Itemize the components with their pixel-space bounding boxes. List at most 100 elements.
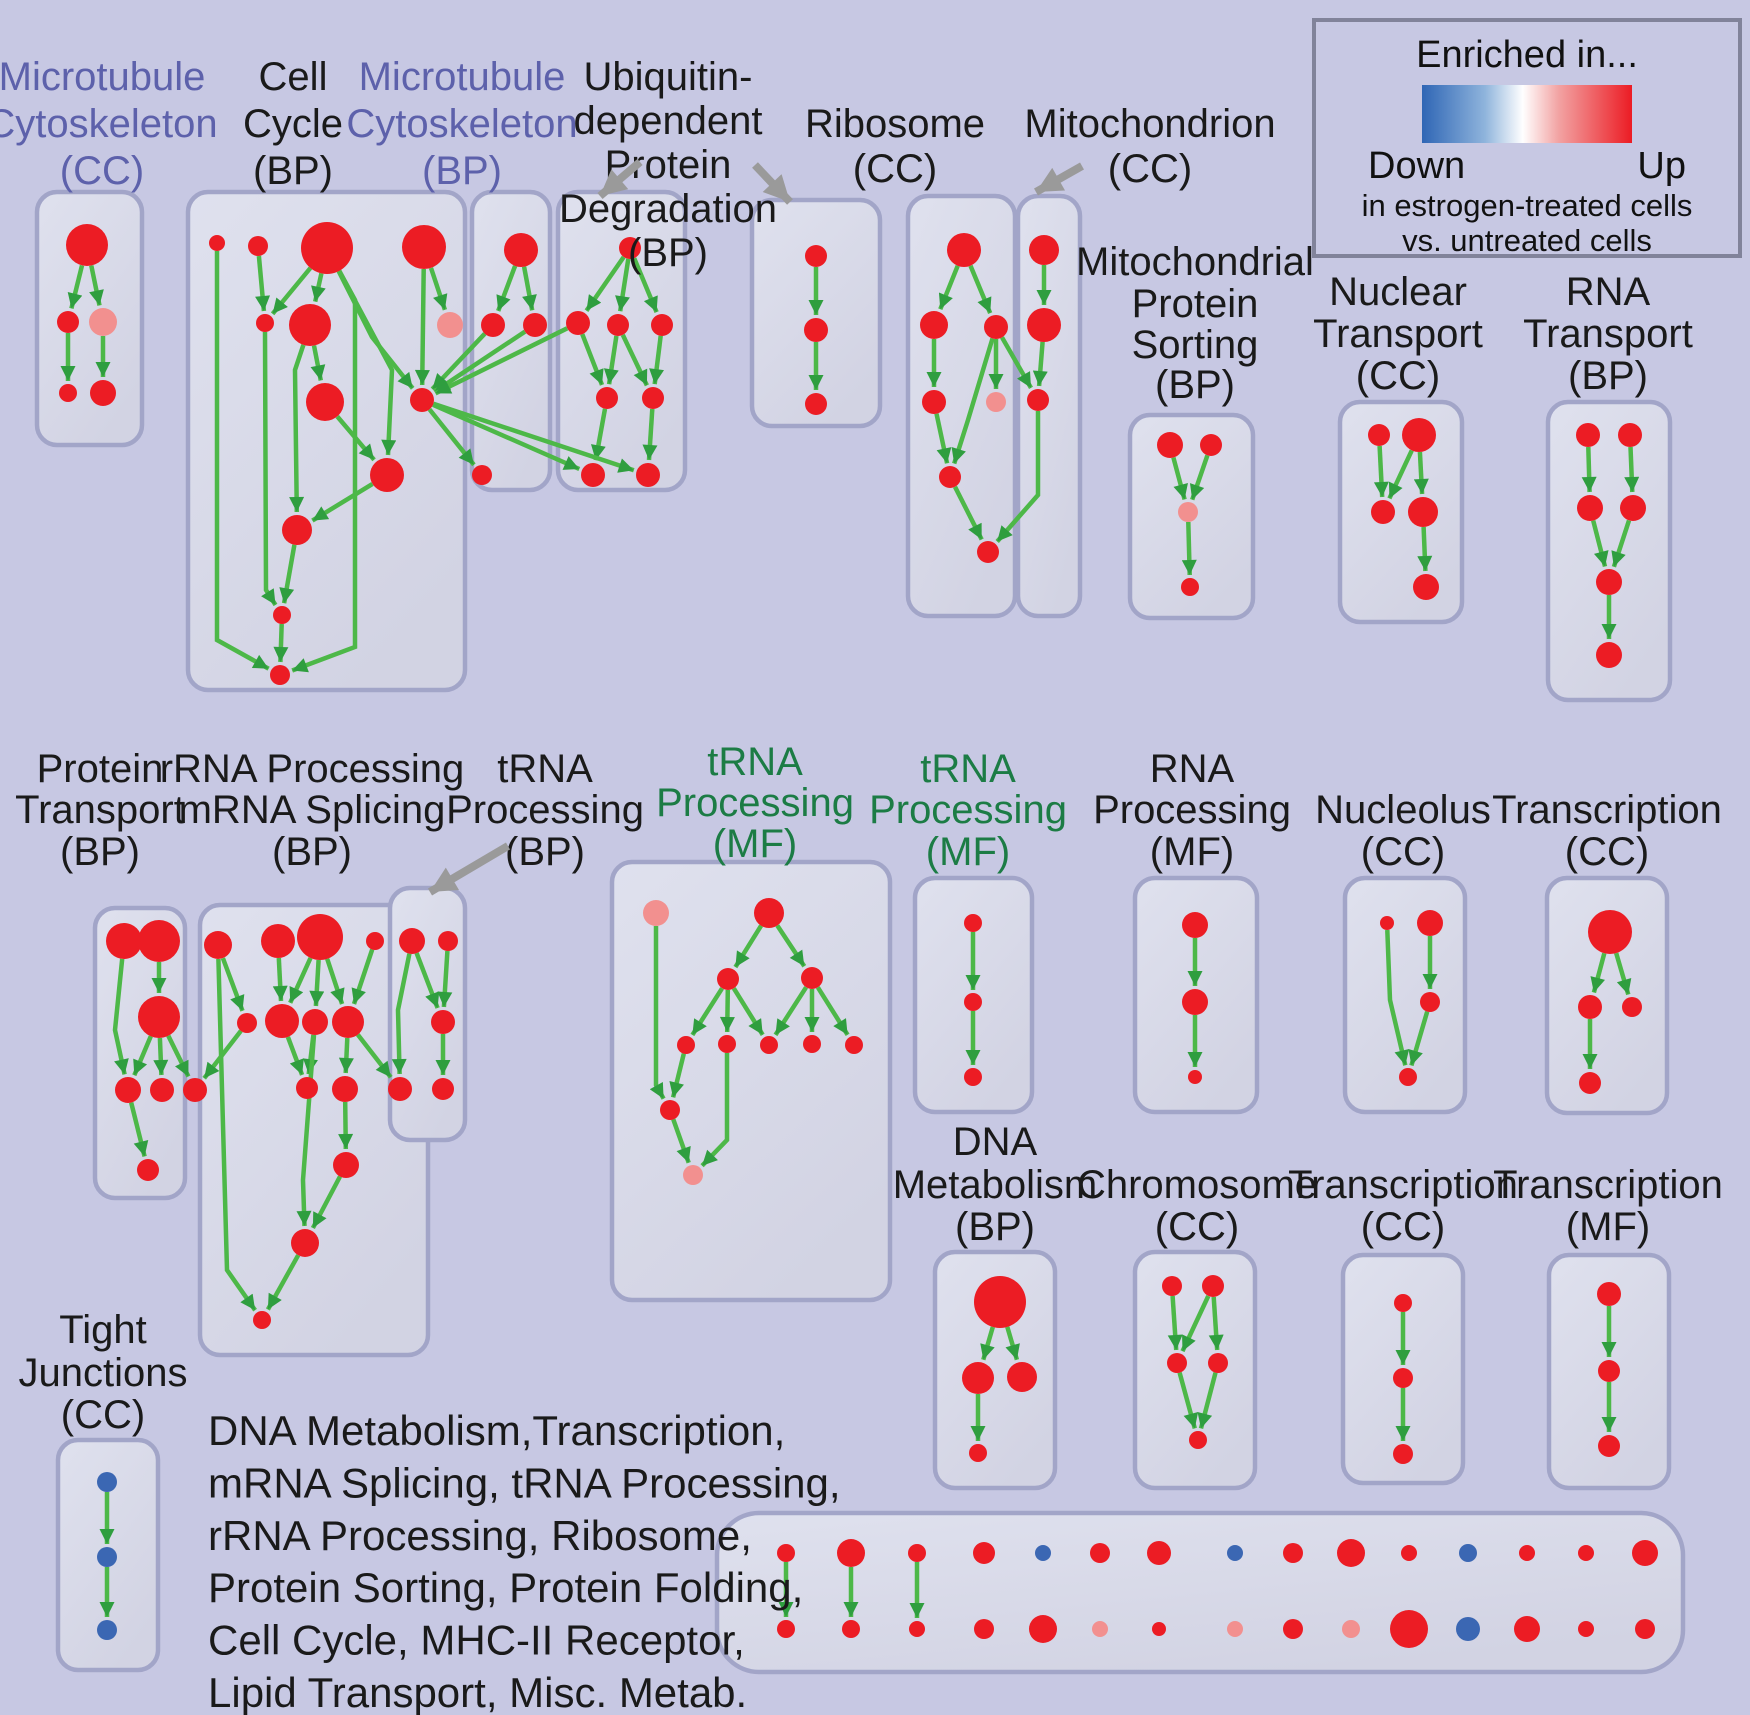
go-term-node	[1577, 495, 1603, 521]
go-term-node	[1622, 997, 1642, 1017]
go-term-node	[801, 967, 823, 989]
relation-arrow	[112, 958, 129, 1075]
relation-arrow	[968, 264, 993, 314]
go-term-node	[1393, 1444, 1413, 1464]
relation-arrow	[414, 952, 440, 1009]
go-term-node	[1417, 910, 1443, 936]
cluster-label-cell_cycle-line0: Cell	[259, 55, 328, 99]
relation-arrow	[311, 481, 374, 523]
misc-clusters-text-line: mRNA Splicing, tRNA Processing,	[208, 1459, 841, 1506]
go-term-node	[607, 314, 629, 336]
relation-arrow	[1000, 336, 1033, 390]
go-term-node	[1596, 642, 1622, 668]
relation-arrow	[951, 337, 995, 465]
relation-arrow	[270, 266, 313, 316]
go-term-node	[677, 1036, 695, 1054]
label-pointer-arrow	[1034, 162, 1084, 196]
go-term-node	[777, 1544, 795, 1562]
go-term-node	[754, 898, 784, 928]
cluster-label-prot_trans-line2: (BP)	[60, 830, 140, 874]
cluster-label-rna_proc_mf-line2: (MF)	[1150, 830, 1234, 874]
relation-arrow	[690, 987, 724, 1037]
relation-arrow	[434, 326, 569, 396]
go-term-node	[481, 313, 505, 337]
relation-arrow	[521, 266, 537, 311]
relation-arrow	[584, 255, 626, 312]
cluster-label-nucleolus-line1: (CC)	[1361, 830, 1445, 874]
go-term-node	[842, 1620, 860, 1638]
cluster-label-mt_bp-line1: Cytoskeleton	[346, 102, 577, 146]
go-term-node	[289, 304, 331, 346]
go-term-node	[138, 996, 180, 1038]
cluster-label-dna_met-line1: Metabolism	[893, 1163, 1098, 1207]
go-term-node	[1227, 1621, 1243, 1637]
relation-arrow	[1581, 446, 1597, 493]
relation-arrow	[980, 1326, 995, 1361]
go-term-node	[1007, 1362, 1037, 1392]
relation-arrow	[427, 407, 476, 467]
cluster-box-chromosome	[1132, 1249, 1258, 1491]
relation-arrow	[671, 1118, 691, 1164]
relation-arrow	[632, 257, 659, 313]
cluster-label-trna_mf_big-line2: (MF)	[713, 822, 797, 866]
relation-arrow	[938, 264, 960, 311]
relation-arrow	[733, 924, 764, 969]
go-term-node	[1402, 418, 1436, 452]
relation-arrow	[1177, 1372, 1199, 1429]
go-term-node	[1167, 1353, 1187, 1373]
go-term-node	[282, 515, 312, 545]
misc-clusters-text-line: DNA Metabolism,Transcription,	[208, 1407, 785, 1454]
go-term-node	[431, 1010, 455, 1034]
relation-arrow	[1208, 1296, 1224, 1351]
cluster-label-mito-line0: Mitochondrion	[1024, 102, 1275, 146]
cluster-label-trans_cc2-line0: Transcription	[1288, 1163, 1518, 1207]
cluster-label-chromosome-line0: Chromosome	[1077, 1163, 1317, 1207]
cluster-label-nuc_trans-line1: Transport	[1313, 312, 1483, 356]
relation-arrow	[261, 331, 278, 607]
go-term-node	[138, 920, 180, 962]
relation-arrow	[669, 1053, 686, 1098]
go-term-node	[204, 931, 232, 959]
go-term-node	[297, 914, 343, 960]
go-term-nodes	[57, 222, 1658, 1648]
go-term-node	[984, 315, 1008, 339]
cluster-label-chromosome-line1: (CC)	[1155, 1205, 1239, 1249]
cluster-label-ribosome-line0: Ribosome	[805, 102, 985, 146]
go-term-node	[97, 1547, 117, 1567]
go-term-node	[472, 465, 492, 485]
relation-arrow	[279, 544, 297, 604]
cluster-box-dna_met	[932, 1249, 1058, 1491]
relation-arrow	[1167, 1295, 1183, 1351]
relation-arrow	[220, 957, 245, 1012]
cluster-label-mt_bp-line0: Microtubule	[359, 55, 566, 99]
cluster-label-trna_mf_small-line0: tRNA	[920, 747, 1016, 791]
go-term-node	[1029, 235, 1059, 265]
cluster-box-nucleolus	[1342, 875, 1468, 1115]
relation-arrow	[649, 335, 664, 385]
go-term-node	[1576, 423, 1600, 447]
relation-arrow	[775, 924, 807, 968]
cluster-box-rna_trans	[1545, 399, 1673, 703]
cluster-box-nuc_trans	[1337, 399, 1465, 625]
cluster-label-mt_cc-line1: Cytoskeleton	[0, 102, 218, 146]
go-term-node	[504, 233, 538, 267]
go-term-node	[1620, 495, 1646, 521]
go-term-node	[302, 1009, 328, 1035]
go-term-node	[97, 1472, 117, 1492]
go-term-node	[1283, 1543, 1303, 1563]
relation-arrow	[288, 957, 313, 1004]
go-term-node	[366, 932, 384, 950]
relation-arrow	[773, 986, 808, 1037]
go-term-node	[1283, 1619, 1303, 1639]
go-term-node	[636, 463, 660, 487]
go-term-node	[760, 1036, 778, 1054]
go-term-node	[717, 968, 739, 990]
go-term-node	[523, 313, 547, 337]
go-term-node	[106, 923, 142, 959]
relation-arrow	[351, 948, 375, 1005]
go-term-node	[1027, 389, 1049, 411]
legend-title: Enriched in...	[1416, 34, 1638, 76]
relation-arrow	[67, 264, 85, 309]
cluster-box-cell_cycle	[185, 189, 468, 693]
